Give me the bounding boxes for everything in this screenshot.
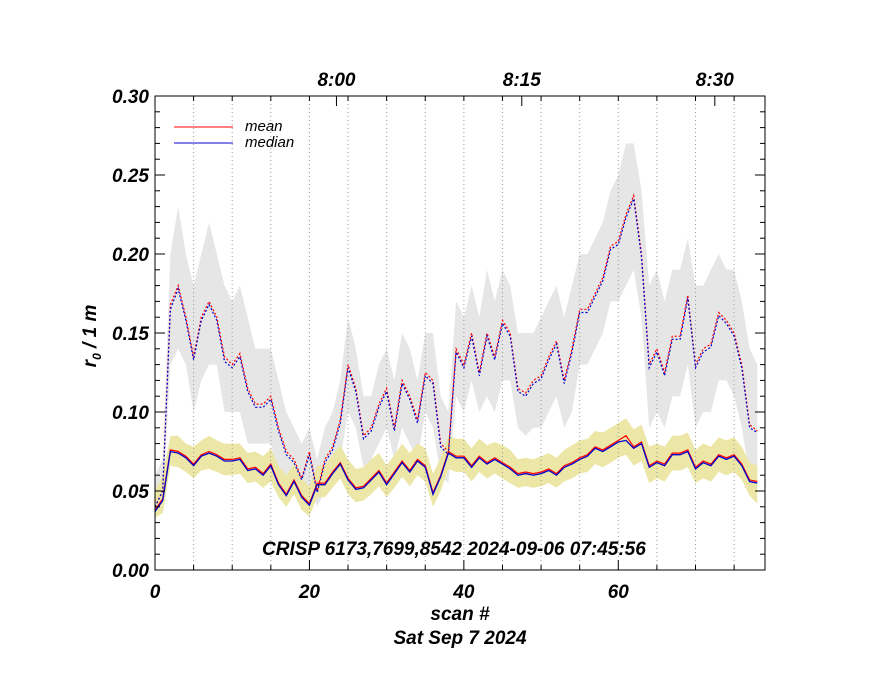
y-tick-label: 0.00 bbox=[112, 561, 149, 582]
x-tick-label: 40 bbox=[452, 582, 475, 603]
y-tick-label: 0.05 bbox=[112, 482, 149, 503]
upper-median-series bbox=[154, 196, 758, 508]
y-tick-label: 0.10 bbox=[112, 403, 149, 424]
y-axis-title-subscript: 0 bbox=[90, 353, 104, 360]
y-tick-label: 0.25 bbox=[112, 166, 149, 187]
lower-median-series bbox=[154, 439, 758, 512]
ticks-layer bbox=[154, 95, 765, 571]
date-label: Sat Sep 7 2024 bbox=[393, 628, 527, 649]
upper-mean-series bbox=[154, 193, 758, 508]
x-axis-title: scan # bbox=[430, 604, 490, 625]
legend: mean median bbox=[174, 118, 294, 151]
y-tick-label: 0.30 bbox=[112, 87, 149, 108]
lower-spread-band bbox=[155, 418, 758, 518]
lower-mean-series bbox=[154, 434, 758, 511]
bands-layer bbox=[155, 143, 758, 518]
time-tick-label: 8:00 bbox=[317, 70, 355, 91]
x-tick-label: 60 bbox=[608, 582, 630, 603]
y-axis-title: r0 / 1 m bbox=[80, 305, 104, 368]
grid-layer bbox=[193, 96, 735, 570]
x-tick-label: 20 bbox=[298, 582, 321, 603]
labels-layer: 0.00 0.05 0.10 0.15 0.20 0.25 0.30 0 20 40 60 8:00 8… bbox=[112, 70, 734, 603]
time-tick-label: 8:15 bbox=[503, 70, 541, 91]
legend-median-label: median bbox=[245, 134, 294, 151]
y-tick-label: 0.15 bbox=[112, 324, 149, 345]
chart-annotation: CRISP 6173,7699,8542 2024-09-06 07:45:56 bbox=[262, 539, 646, 560]
legend-mean-label: mean bbox=[245, 118, 283, 135]
y-tick-label: 0.20 bbox=[112, 245, 149, 266]
upper-spread-band bbox=[155, 143, 758, 515]
time-tick-label: 8:30 bbox=[696, 70, 734, 91]
y-axis-title-rest: / 1 m bbox=[80, 305, 101, 354]
x-tick-label: 0 bbox=[150, 582, 161, 603]
y-axis-title-main: r bbox=[80, 358, 101, 367]
lines-layer bbox=[154, 193, 758, 512]
